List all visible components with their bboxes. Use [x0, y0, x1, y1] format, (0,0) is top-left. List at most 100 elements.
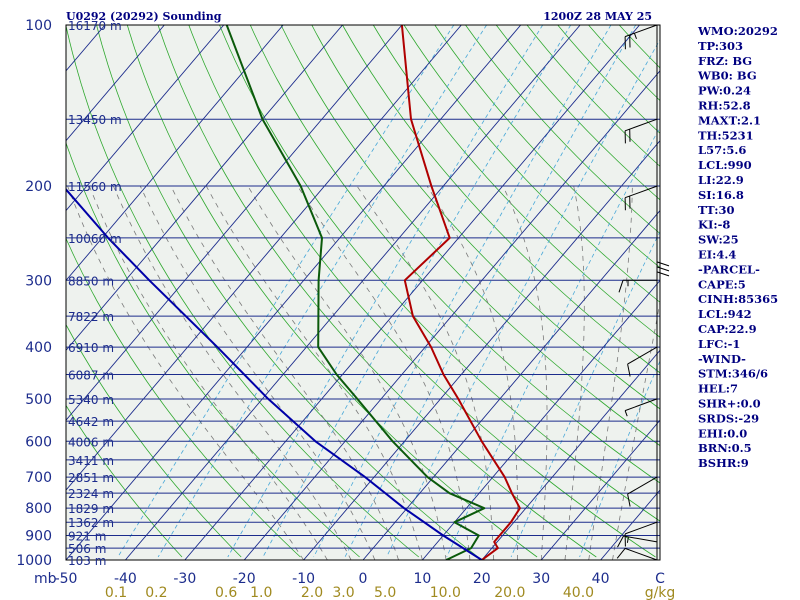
mixing-ratio-line [344, 25, 637, 558]
height-label: 1362 m [68, 516, 114, 530]
index-line: FRZ: BG [698, 54, 752, 68]
isotherm [66, 25, 165, 142]
index-line: SI:16.8 [698, 188, 744, 202]
index-line: CINH:85365 [698, 292, 778, 306]
dry-adiabat [280, 25, 660, 447]
mixing-ratio-line [227, 25, 544, 558]
pressure-tick-label: 1000 [16, 553, 52, 569]
dry-adiabat [126, 25, 538, 558]
index-line: SRDS:-29 [698, 411, 759, 425]
profile-line-1 [400, 25, 521, 560]
height-label: 4006 m [68, 435, 114, 449]
moist-adiabat [89, 185, 328, 560]
index-line: L57:5.6 [698, 143, 746, 157]
height-label: 3411 m [68, 454, 114, 468]
isotherm [422, 279, 660, 560]
dry-adiabat [66, 323, 242, 558]
index-line: LFC:-1 [698, 337, 740, 351]
pressure-tick-label: 100 [25, 18, 52, 34]
temp-tick-label: -10 [292, 571, 315, 587]
mixing-ratio-line [446, 126, 660, 558]
pressure-tick-label: 200 [25, 179, 52, 195]
mixing-ratio-line [262, 25, 572, 558]
temp-tick-label: 40 [592, 571, 610, 587]
height-label: 7822 m [68, 310, 114, 324]
isotherm [66, 25, 403, 421]
isotherm [66, 25, 522, 560]
wind-barb [624, 398, 658, 417]
temp-tick-label: 20 [473, 571, 491, 587]
height-label: 16170 m [68, 19, 122, 33]
wind-barb [618, 279, 657, 293]
wind-barb [617, 535, 658, 548]
mixing-ratio-label: 2.0 [301, 585, 323, 600]
isotherm [362, 209, 660, 560]
height-label: 1829 m [68, 502, 114, 516]
index-line: MAXT:2.1 [698, 113, 761, 127]
height-label: 921 m [68, 530, 106, 544]
wind-barb [624, 118, 658, 144]
isotherm [243, 70, 660, 560]
pressure-tick-label: 900 [25, 529, 52, 545]
dry-adiabat [66, 25, 420, 558]
wind-barb [616, 547, 658, 561]
isotherm [66, 25, 462, 491]
height-label: 506 m [68, 542, 106, 556]
wind-barb [624, 521, 658, 547]
mixing-ratio-label: 1.0 [250, 585, 272, 600]
dry-adiabat [311, 25, 660, 410]
wind-barb [624, 24, 658, 50]
chart-title-right: 1200Z 28 MAY 25 [543, 10, 652, 23]
dry-adiabat [66, 237, 301, 558]
mixing-ratio-line [386, 38, 660, 558]
dry-adiabat [372, 25, 660, 338]
height-label: 6910 m [68, 341, 114, 355]
height-label: 11560 m [68, 180, 122, 194]
dry-adiabat [465, 25, 660, 235]
temp-tick-label: -50 [55, 571, 78, 587]
temp-tick-label: 10 [413, 571, 431, 587]
isotherm [540, 419, 660, 560]
dry-adiabat [219, 25, 660, 522]
pressure-tick-label: 600 [25, 434, 52, 450]
temp-tick-label: -40 [114, 571, 137, 587]
isotherm [184, 25, 640, 560]
wind-barb [627, 346, 658, 377]
index-line: -WIND- [698, 352, 746, 366]
isotherm [66, 25, 343, 352]
temp-tick-label: C [655, 571, 665, 587]
dry-adiabat [66, 404, 183, 558]
mixing-ratio-label: 3.0 [332, 585, 354, 600]
height-label: 5340 m [68, 393, 114, 407]
index-line: LI:22.9 [698, 173, 744, 187]
index-line: LCL:990 [698, 158, 752, 172]
mixing-ratio-label: 5.0 [374, 585, 396, 600]
dry-adiabat [249, 25, 660, 484]
pressure-tick-label: 400 [25, 340, 52, 356]
index-line: BSHR:9 [698, 456, 749, 470]
index-line: TT:30 [698, 203, 735, 217]
index-line: WMO:20292 [697, 24, 778, 38]
temp-tick-label: 0 [359, 571, 368, 587]
dry-adiabat [66, 141, 360, 558]
height-label: 6087 m [68, 368, 114, 382]
index-line: TH:5231 [698, 128, 754, 142]
mixing-ratio-line [157, 25, 487, 558]
wind-barb [627, 476, 658, 507]
dry-adiabat [526, 25, 660, 167]
y-units-label: mb [34, 571, 57, 587]
index-line: CAP:22.9 [698, 322, 757, 336]
moist-adiabat [67, 185, 304, 560]
dry-adiabat [403, 25, 660, 303]
height-label: 2324 m [68, 487, 114, 501]
mixing-ratio-label: 0.6 [215, 585, 237, 600]
isotherm [125, 25, 581, 560]
temp-tick-label: 30 [532, 571, 550, 587]
index-line: WB0: BG [697, 69, 757, 83]
moist-adiabat [205, 185, 423, 560]
index-line: STM:346/6 [698, 367, 768, 381]
index-line: PW:0.24 [698, 84, 751, 98]
